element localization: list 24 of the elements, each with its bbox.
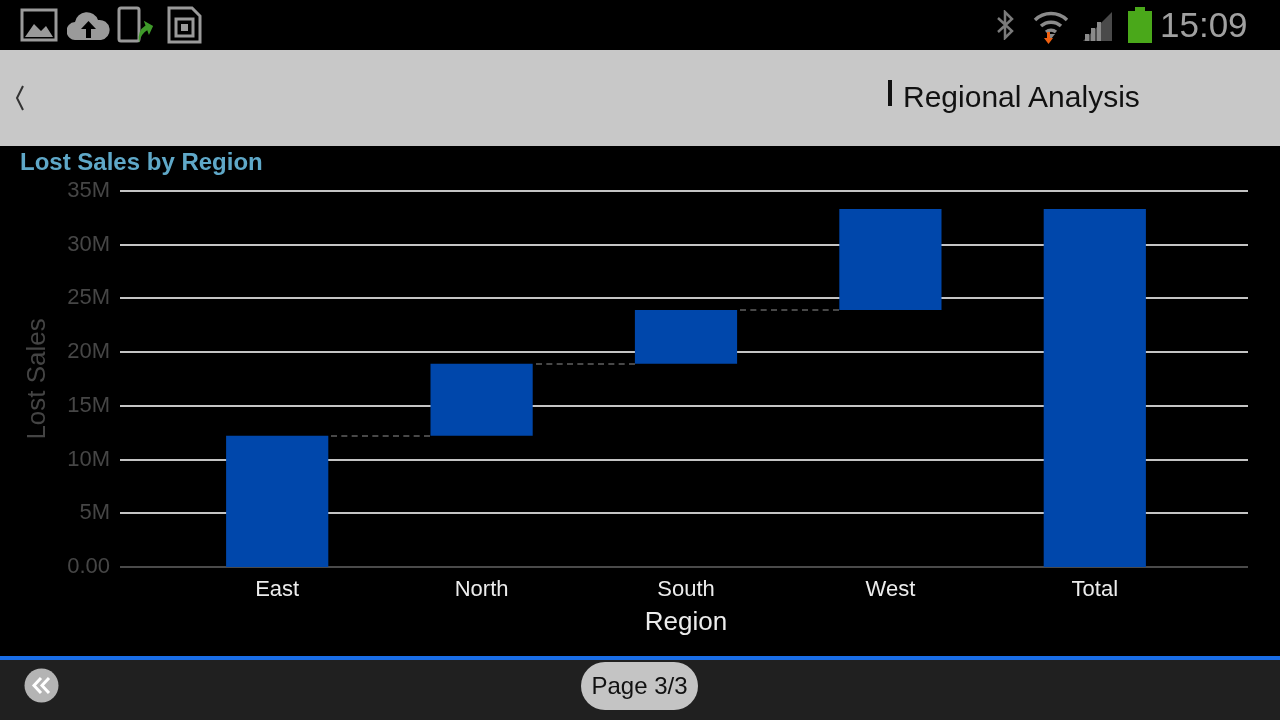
x-tick-label: Total: [1071, 576, 1119, 602]
y-tick-label: 15M: [67, 391, 110, 417]
bar: [226, 435, 329, 567]
y-tick-label: 30M: [67, 230, 110, 256]
text: 15:09: [1160, 5, 1248, 44]
y-tick-label: 10M: [67, 445, 110, 471]
y-tick-label: 20M: [67, 338, 110, 364]
x-tick-label: West: [865, 576, 916, 602]
chart-title: Lost Sales by Region: [20, 148, 263, 176]
text: Regional Analysis: [903, 80, 1140, 113]
x-tick-label: South: [657, 576, 715, 602]
page-indicator: Page 3/3: [581, 662, 698, 710]
x-axis-title: Region: [644, 605, 728, 636]
y-axis-title: Lost Sales: [20, 318, 51, 440]
y-tick-label: 25M: [67, 284, 110, 310]
y-tick-label: 0.00: [67, 553, 110, 579]
y-tick-label: 35M: [67, 176, 110, 202]
x-tick-label: East: [255, 576, 300, 602]
x-tick-label: North: [454, 576, 509, 602]
bar: [839, 209, 942, 311]
bar: [1043, 209, 1146, 567]
bar: [430, 363, 533, 436]
y-tick-label: 5M: [79, 499, 110, 525]
bar: [634, 310, 738, 364]
